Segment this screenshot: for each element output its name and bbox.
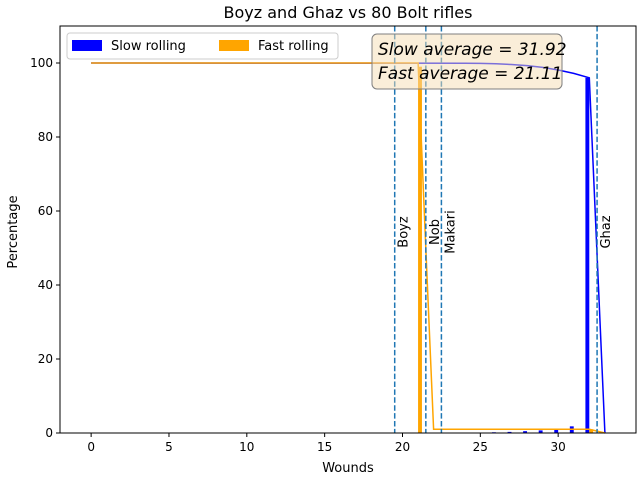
x-tick-label-15: 15 <box>317 440 332 454</box>
line-slow-cumulative <box>91 62 606 434</box>
x-tick-label-0: 0 <box>87 440 95 454</box>
bar-fast-21 <box>418 66 422 433</box>
y-tick-label-20: 20 <box>38 352 53 366</box>
bar-slow-28 <box>523 431 528 433</box>
legend-label-fast: Fast rolling <box>258 39 329 54</box>
y-tick-label-100: 100 <box>30 56 53 70</box>
plot-frame <box>59 25 637 434</box>
x-tick-label-5: 5 <box>165 440 173 454</box>
slow-average-text: Slow average = 31.92 <box>378 40 567 60</box>
x-tick-label-10: 10 <box>239 440 254 454</box>
legend-swatch-slow <box>72 40 102 51</box>
bar-slow-27 <box>507 431 512 433</box>
y-tick-label-80: 80 <box>38 130 53 144</box>
bar-slow-29 <box>538 430 543 433</box>
legend-box <box>66 32 339 60</box>
bar-fast-32 <box>589 429 594 433</box>
legend-swatch-fast <box>219 40 249 51</box>
y-tick-label-60: 60 <box>38 204 53 218</box>
y-tick-label-0: 0 <box>45 426 53 440</box>
x-tick-label-30: 30 <box>551 440 566 454</box>
legend: Slow rolling Fast rolling <box>66 32 339 60</box>
x-tick-label-20: 20 <box>395 440 410 454</box>
x-axis-label: Wounds <box>322 461 374 476</box>
average-annotation: Slow average = 31.92 Fast average = 21.1… <box>371 33 567 90</box>
bar-slow-30 <box>554 429 559 433</box>
vline-label-makari: Makari <box>443 210 458 253</box>
plot-area: Boyz Nob Makari Ghaz 0 5 10 15 20 25 30 0 20 40 60 80 10… <box>30 25 637 454</box>
fast-average-text: Fast average = 21.11 <box>378 64 562 84</box>
vline-label-ghaz: Ghaz <box>599 215 614 248</box>
bar-slow-32 <box>585 77 590 434</box>
x-tick-label-25: 25 <box>473 440 488 454</box>
vline-label-boyz: Boyz <box>397 216 412 248</box>
y-axis-label: Percentage <box>6 195 21 268</box>
vline-label-nob: Nob <box>428 219 443 245</box>
chart-title: Boyz and Ghaz vs 80 Bolt rifles <box>224 3 473 22</box>
line-fast-cumulative <box>91 62 606 434</box>
y-tick-label-40: 40 <box>38 278 53 292</box>
average-annotation-box <box>371 33 563 90</box>
legend-label-slow: Slow rolling <box>111 39 186 54</box>
